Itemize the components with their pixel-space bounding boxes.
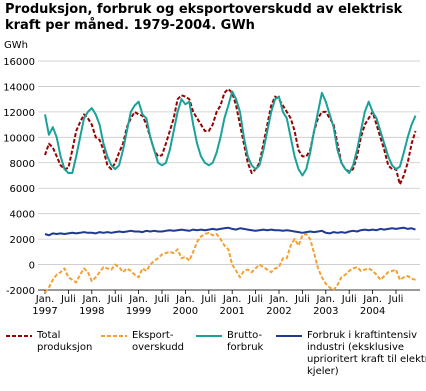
x-tick-label: Jan. 1998 <box>79 294 104 317</box>
x-tick-label: Juli <box>200 294 216 305</box>
x-tick-label: Jan. 2003 <box>313 294 338 317</box>
x-tick-label: Jan. 1997 <box>32 294 57 317</box>
x-tick-label: Jan. 2000 <box>173 294 198 317</box>
y-tick-label: 12000 <box>3 108 35 119</box>
x-tick-label: Juli <box>247 294 263 305</box>
y-tick-label: 14000 <box>3 82 35 93</box>
series-line <box>44 226 416 237</box>
y-axis-label: GWh <box>4 40 28 51</box>
y-tick-label: 16000 <box>3 57 35 68</box>
x-tick-label: Jan. 2001 <box>219 294 244 317</box>
legend-label: Forbruk i kraftintensiv industri (eksklu… <box>307 330 426 377</box>
x-tick-label: Juli <box>388 294 404 305</box>
x-tick-label: Juli <box>154 294 170 305</box>
y-tick-label: 0 <box>29 261 35 272</box>
y-tick-label: 4000 <box>10 210 35 221</box>
series-line <box>44 231 416 294</box>
y-tick-label: 6000 <box>10 184 35 195</box>
x-tick-label: Juli <box>107 294 123 305</box>
legend-label: Total produksjon <box>37 330 93 353</box>
x-tick-label: Juli <box>341 294 357 305</box>
y-tick-label: 8000 <box>10 159 35 170</box>
legend: Total produksjon Eksport-overskudd Brutto-… <box>0 330 426 390</box>
y-tick-label: 2000 <box>10 235 35 246</box>
x-tick-label: Jan. 1999 <box>126 294 151 317</box>
series-line <box>44 88 417 186</box>
legend-label: Eksport-overskudd <box>132 330 185 353</box>
series-line <box>44 90 417 177</box>
y-tick-label: -2000 <box>6 286 35 297</box>
x-tick-label: Jan. 2002 <box>266 294 291 317</box>
x-tick-label: Juli <box>294 294 310 305</box>
x-tick-label: Jan. 2004 <box>360 294 385 317</box>
chart-title: Produksjon, forbruk og eksportoverskudd … <box>5 2 403 33</box>
y-tick-label: 10000 <box>3 133 35 144</box>
chart: GWh -2000 0 2000 4000 6000 8000 10000 12000 1400… <box>3 40 420 317</box>
legend-label: Brutto-forbruk <box>227 330 264 353</box>
x-tick-label: Juli <box>60 294 76 305</box>
